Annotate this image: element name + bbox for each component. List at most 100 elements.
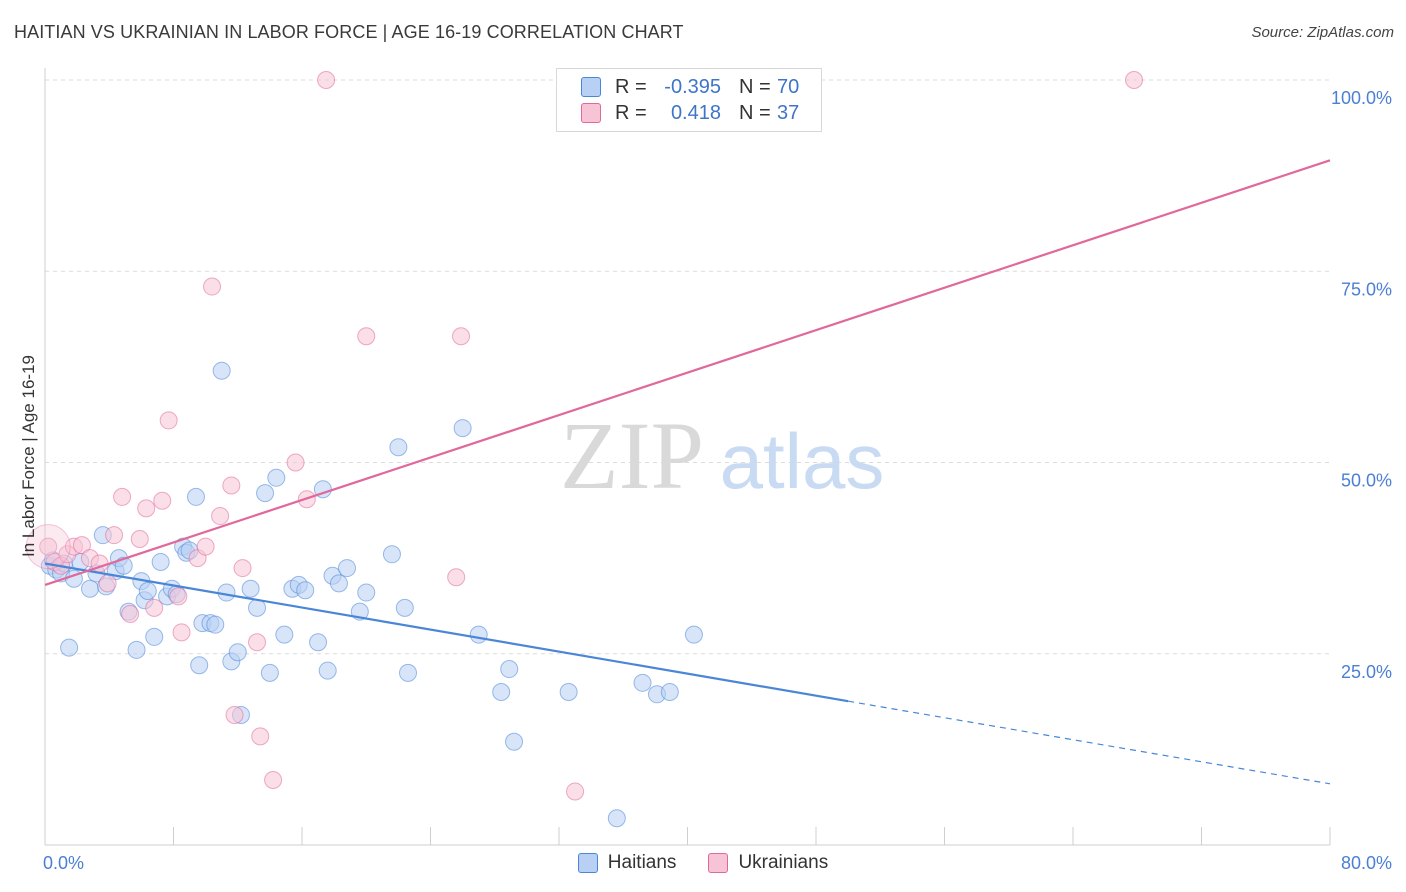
series-swatch-ukrainians	[708, 853, 729, 873]
ukrainians-cluster-bubble	[25, 524, 71, 570]
ukrainians-point	[248, 633, 267, 652]
legend: R = -0.395 N = 70 R = 0.418 N = 37	[556, 68, 822, 132]
watermark-zip: ZIP	[560, 402, 704, 509]
chart-title: HAITIAN VS UKRAINIAN IN LABOR FORCE | AG…	[14, 22, 684, 42]
ukrainians-point	[566, 782, 585, 801]
series-legend-haitians[interactable]: Haitians	[577, 852, 677, 874]
haitians-point	[190, 656, 209, 675]
y-tick-label: 25.0%	[1341, 662, 1392, 682]
series-legend: Haitians Ukrainians	[0, 852, 1406, 874]
ukrainians-point	[169, 587, 188, 606]
haitians-point	[684, 625, 703, 644]
ukrainians-point	[222, 476, 241, 495]
y-axis-label: In Labor Force | Age 16-19	[19, 355, 38, 557]
haitians-point	[357, 583, 376, 602]
data-points	[25, 71, 1144, 828]
haitians-point	[212, 361, 231, 380]
haitians-point	[114, 556, 133, 575]
haitians-point	[275, 625, 294, 644]
series-ukrainians	[39, 71, 1144, 801]
legend-r-value: 0.418	[670, 101, 721, 124]
ukrainians-point	[137, 499, 156, 518]
ukrainians-point	[233, 559, 252, 578]
y-tick-label: 75.0%	[1341, 279, 1392, 299]
legend-n-label: N =	[739, 75, 771, 98]
ukrainians-point	[105, 526, 124, 545]
haitians-point	[395, 598, 414, 617]
ukrainians-point	[317, 71, 336, 89]
ukrainians-point	[357, 327, 376, 346]
legend-r-label: R =	[615, 101, 647, 124]
legend-row-haitians: R = -0.395 N = 70	[581, 74, 799, 100]
haitians-point	[145, 627, 164, 646]
legend-swatch-ukrainians	[581, 103, 601, 123]
haitians-point	[337, 559, 356, 578]
haitians-point	[318, 661, 337, 680]
chart-source: Source: ZipAtlas.com	[1251, 24, 1394, 41]
haitians-point	[228, 643, 247, 662]
ukrainians-point	[72, 536, 91, 555]
legend-r-value: -0.395	[664, 75, 721, 98]
haitians-point	[256, 484, 275, 503]
haitians-point	[60, 638, 79, 657]
haitians-point	[469, 625, 488, 644]
ukrainians-point	[251, 727, 270, 746]
ukrainians-point	[286, 453, 305, 472]
haitians-point	[241, 579, 260, 598]
legend-row-ukrainians: R = 0.418 N = 37	[581, 100, 799, 126]
haitians-point	[186, 487, 205, 506]
haitians-point	[206, 615, 225, 634]
haitians-point	[151, 552, 170, 571]
watermark-atlas: atlas	[720, 417, 885, 505]
haitians-point	[127, 640, 146, 659]
haitians-point	[80, 579, 99, 598]
x-tick-label: 0.0%	[43, 853, 84, 873]
haitians-point	[389, 438, 408, 457]
y-tick-label: 100.0%	[1331, 88, 1392, 108]
ukrainians-point	[159, 411, 178, 430]
haitians-point	[296, 581, 315, 600]
ukrainians-point	[447, 568, 466, 587]
series-name-ukrainians: Ukrainians	[738, 852, 829, 873]
ukrainians-point	[145, 598, 164, 617]
trend-lines	[44, 159, 1331, 785]
ukrainians-point	[225, 705, 244, 724]
haitians-point	[453, 419, 472, 438]
ukrainians-point	[153, 491, 172, 510]
haitians-trend-extension	[848, 700, 1331, 785]
ukrainians-point	[1125, 71, 1144, 89]
series-legend-ukrainians[interactable]: Ukrainians	[708, 852, 828, 874]
haitians-point	[633, 673, 652, 692]
legend-swatch-haitians	[581, 77, 601, 97]
ukrainians-point	[203, 277, 222, 296]
haitians-point	[382, 545, 401, 564]
legend-n-value: 70	[777, 75, 800, 98]
ukrainians-point	[113, 487, 132, 506]
haitians-point	[260, 663, 279, 682]
haitians-point	[559, 683, 578, 701]
ukrainians-point	[39, 537, 58, 556]
haitians-point	[309, 633, 328, 652]
haitians-point	[500, 660, 519, 679]
haitians-point	[138, 582, 157, 601]
legend-r-label: R =	[615, 75, 647, 98]
ukrainians-point	[211, 507, 230, 526]
haitians-point	[329, 574, 348, 593]
legend-n-label: N =	[739, 101, 771, 124]
y-tick-label: 50.0%	[1341, 471, 1392, 491]
watermark: ZIP atlas	[560, 402, 884, 509]
series-name-haitians: Haitians	[607, 852, 677, 873]
haitians-point	[492, 683, 511, 701]
haitians-point	[660, 683, 679, 701]
axes	[44, 68, 1331, 846]
ukrainians-point	[196, 537, 215, 556]
haitians-point	[399, 663, 418, 682]
haitians-point	[607, 809, 626, 828]
tick-labels: 25.0% 50.0% 75.0% 100.0% 0.0% 80.0%	[43, 88, 1392, 873]
haitians-point	[505, 732, 524, 751]
ukrainians-point	[98, 574, 117, 593]
ukrainians-point	[172, 623, 191, 642]
haitians-point	[267, 468, 286, 487]
ukrainians-point	[264, 770, 283, 789]
